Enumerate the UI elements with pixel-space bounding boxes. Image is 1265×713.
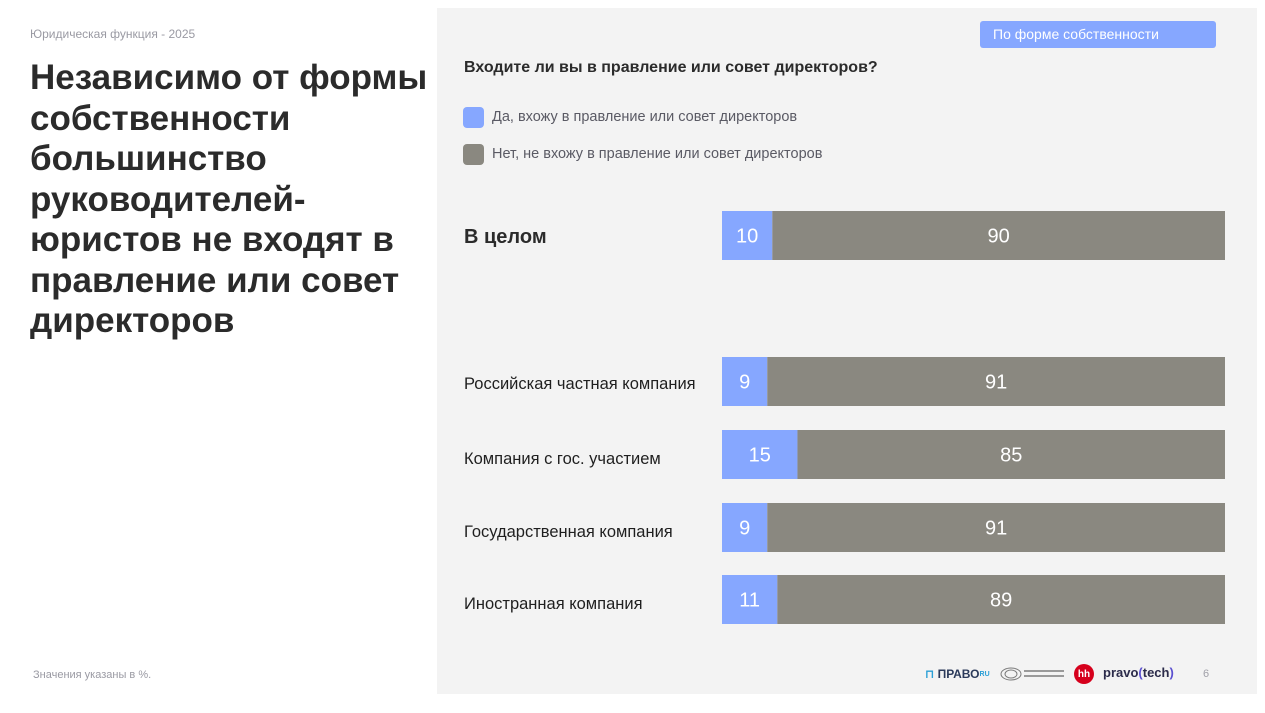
pravo-tech-text: pravo <box>1103 665 1139 680</box>
data-label-no: 91 <box>985 518 1007 540</box>
pravo-tech-logo: pravo(tech) <box>1103 665 1174 680</box>
bar-segment-yes <box>722 430 798 479</box>
category-label: В целом <box>464 226 547 248</box>
page-number: 6 <box>1203 668 1210 680</box>
category-label: Российская частная компания <box>464 375 696 393</box>
legend-label-yes: Да, вхожу в правление или совет директор… <box>492 109 798 125</box>
bar-segment-no <box>767 503 1225 552</box>
pravo-mark-icon: ⊓ <box>925 667 935 681</box>
data-label-no: 89 <box>990 590 1012 612</box>
pravo-tech-word: tech <box>1142 665 1170 680</box>
bar-segment-yes <box>722 503 768 552</box>
legend-label-no: Нет, не вхожу в правление или совет дире… <box>492 146 823 162</box>
bar-segment-no <box>772 211 1225 260</box>
category-label: Компания с гос. участием <box>464 450 661 468</box>
stacked-bar-chart: В целом 10 90 Российская частная компания 9 9… <box>464 211 1225 624</box>
page-headline: Независимо от формы собственности больши… <box>30 58 428 340</box>
legend-swatch-yes <box>463 106 484 128</box>
kicker: Юридическая функция - 2025 <box>30 27 196 41</box>
data-label-yes: 10 <box>736 226 758 248</box>
bar-segment-no <box>797 430 1225 479</box>
chart-question-title: Входите ли вы в правление или совет дире… <box>464 59 878 76</box>
data-label-yes: 9 <box>739 372 750 394</box>
pravo-logo-text: ПРАВО <box>937 667 980 681</box>
bar-segment-yes <box>722 357 768 406</box>
legend-item-no: Нет, не вхожу в правление или совет дире… <box>463 143 822 165</box>
data-label-no: 91 <box>985 372 1007 394</box>
category-label: Государственная компания <box>464 523 673 541</box>
bar-segment-no <box>767 357 1225 406</box>
data-label-no: 85 <box>1000 445 1022 467</box>
pravo-logo-sup: RU <box>979 670 990 678</box>
bar-segment-yes <box>722 211 773 260</box>
data-label-no: 90 <box>988 226 1010 248</box>
footnote: Значения указаны в %. <box>33 669 152 681</box>
yuridicheskiy-menedzhment-logo-icon <box>1000 667 1064 681</box>
legend-swatch-no <box>463 143 484 165</box>
chart-panel: По форме собственности Входите ли вы в п… <box>437 8 1257 694</box>
data-label-yes: 15 <box>749 445 771 467</box>
category-label: Иностранная компания <box>464 595 643 613</box>
bar-segment-no <box>777 575 1225 624</box>
pravo-tech-paren-close: ) <box>1169 665 1174 680</box>
hh-logo: hh <box>1074 664 1094 684</box>
legend-item-yes: Да, вхожу в правление или совет директор… <box>463 106 797 128</box>
yuridicheskiy-menedzhment-logo <box>1000 667 1066 681</box>
pravo-ru-logo: ⊓ ПРАВО RU <box>925 667 990 681</box>
ownership-filter-button[interactable]: По форме собственности <box>980 21 1216 48</box>
data-label-yes: 9 <box>739 518 750 540</box>
data-label-yes: 11 <box>739 590 760 612</box>
pravo-tech-paren-open: ( <box>1138 665 1143 680</box>
bar-segment-yes <box>722 575 778 624</box>
